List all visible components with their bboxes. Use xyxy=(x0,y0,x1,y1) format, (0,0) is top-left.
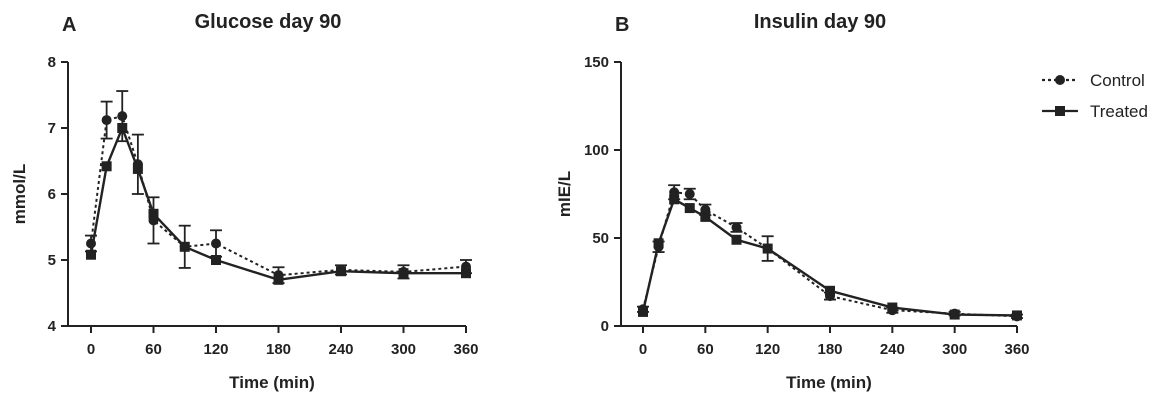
x-axis-label: Time (min) xyxy=(229,373,315,392)
legend-label: Control xyxy=(1090,71,1145,90)
data-point-treated xyxy=(336,266,346,277)
data-point-treated xyxy=(461,268,471,279)
y-axis-label: mmol/L xyxy=(10,164,29,224)
x-tick-label: 120 xyxy=(755,341,780,358)
data-point-treated xyxy=(731,234,742,245)
data-point-treated xyxy=(700,211,711,222)
y-tick-label: 6 xyxy=(48,186,56,203)
data-point-treated xyxy=(825,285,835,296)
x-tick-label: 300 xyxy=(942,341,967,358)
y-tick-label: 100 xyxy=(584,142,609,159)
y-tick-label: 4 xyxy=(48,318,57,335)
y-tick-label: 5 xyxy=(48,252,56,269)
data-point-treated xyxy=(148,208,159,219)
data-point-control xyxy=(731,222,742,233)
data-point-treated xyxy=(762,243,773,254)
legend-item-treated: Treated xyxy=(1042,102,1148,121)
data-point-treated xyxy=(1012,310,1022,321)
data-point-treated xyxy=(653,238,664,249)
legend: Control Treated xyxy=(1042,71,1148,121)
x-tick-label: 0 xyxy=(87,341,95,358)
x-tick-label: 120 xyxy=(203,341,228,358)
y-tick-label: 0 xyxy=(601,318,609,335)
x-tick-label: 180 xyxy=(266,341,291,358)
panel-letter: A xyxy=(62,14,76,36)
chart-title: Insulin day 90 xyxy=(754,11,886,33)
x-tick-label: 360 xyxy=(1004,341,1029,358)
data-point-treated xyxy=(117,123,128,133)
chart-title: Glucose day 90 xyxy=(195,11,342,33)
legend-marker xyxy=(1055,75,1065,85)
x-tick-label: 0 xyxy=(639,341,647,358)
y-tick-label: 7 xyxy=(48,120,56,137)
data-point-treated xyxy=(86,249,96,260)
x-tick-label: 240 xyxy=(880,341,905,358)
data-point-control xyxy=(101,115,112,126)
data-point-treated xyxy=(949,309,960,320)
x-tick-label: 300 xyxy=(391,341,416,358)
legend-label: Treated xyxy=(1090,102,1148,121)
data-point-control xyxy=(211,238,221,249)
x-tick-label: 240 xyxy=(328,341,353,358)
legend-item-control: Control xyxy=(1042,71,1145,90)
data-point-control xyxy=(684,189,695,199)
y-tick-label: 50 xyxy=(592,230,609,247)
legend-marker xyxy=(1055,106,1065,116)
y-tick-label: 8 xyxy=(48,54,56,71)
data-point-treated xyxy=(638,306,648,317)
y-axis-label: mIE/L xyxy=(555,171,574,217)
x-tick-label: 360 xyxy=(453,341,478,358)
panel-insulin: B Insulin day 90 Time (min) mIE/L 0 60 120… xyxy=(555,11,1030,392)
panel-letter: B xyxy=(615,14,629,36)
series-line-treated xyxy=(89,124,466,282)
data-point-control xyxy=(117,111,128,122)
data-point-treated xyxy=(273,274,284,285)
data-point-treated xyxy=(684,203,695,214)
data-point-treated xyxy=(101,161,112,172)
x-tick-label: 180 xyxy=(817,341,842,358)
x-tick-label: 60 xyxy=(697,341,714,358)
data-point-treated xyxy=(398,268,409,279)
x-tick-label: 60 xyxy=(145,341,162,358)
data-point-treated xyxy=(887,302,898,313)
panel-glucose: A Glucose day 90 Time (min) mmol/L 0 60 12… xyxy=(10,11,479,392)
data-point-treated xyxy=(179,241,190,252)
y-tick-label: 150 xyxy=(584,54,609,71)
x-axis-label: Time (min) xyxy=(786,373,872,392)
data-point-treated xyxy=(669,194,680,205)
data-point-treated xyxy=(132,163,143,174)
data-point-treated xyxy=(211,255,221,265)
